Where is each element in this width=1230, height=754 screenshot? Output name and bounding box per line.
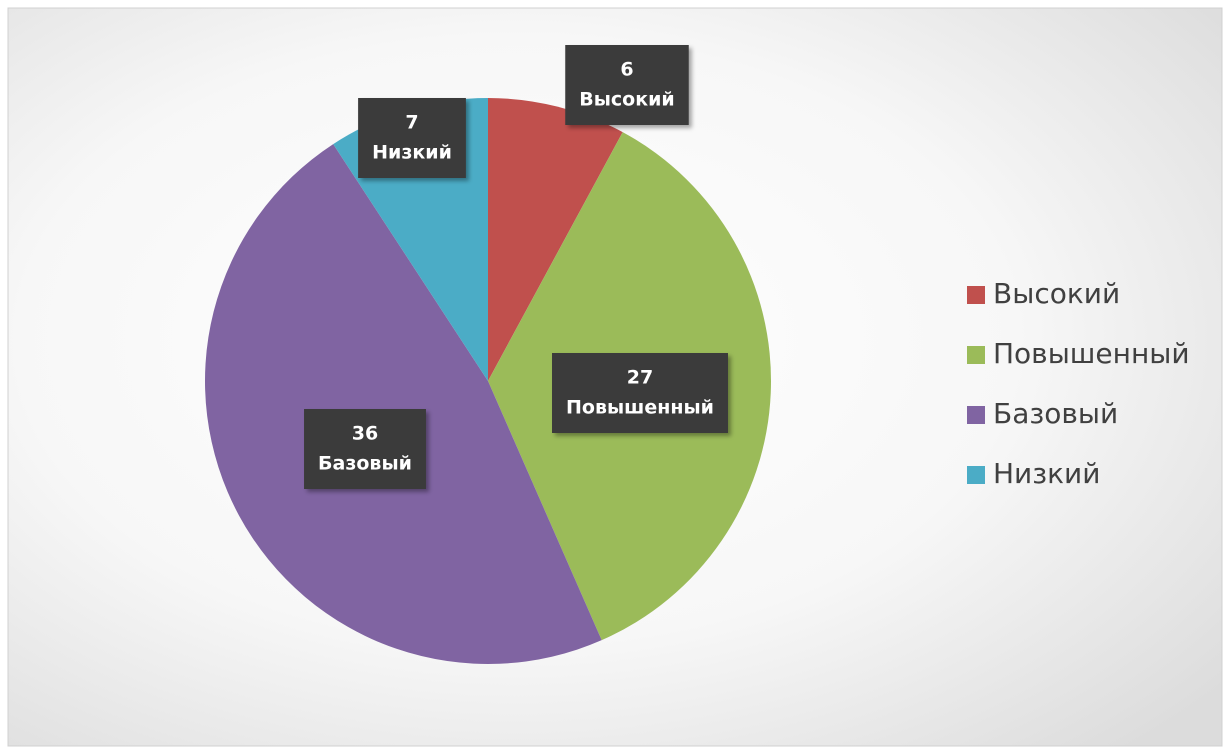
data-label-category: Высокий [579, 89, 675, 111]
legend-swatch [967, 466, 985, 484]
legend-label: Повышенный [993, 337, 1190, 370]
data-label-box [358, 98, 466, 178]
legend-label: Низкий [993, 457, 1100, 490]
data-label: 7 Низкий [358, 98, 466, 178]
data-label-box [304, 409, 426, 489]
legend: Высокий Повышенный Базовый Низкий [967, 277, 1190, 490]
data-label-category: Низкий [372, 142, 452, 164]
data-label-value: 6 [620, 59, 633, 81]
data-label-category: Базовый [318, 453, 412, 475]
data-label-category: Повышенный [566, 397, 714, 419]
data-label: 6 Высокий [565, 45, 689, 125]
data-label-value: 27 [627, 367, 653, 389]
data-label: 36 Базовый [304, 409, 426, 489]
data-label-value: 36 [352, 423, 378, 445]
data-label-box [552, 353, 728, 433]
data-label: 27 Повышенный [552, 353, 728, 433]
data-labels: 6 Высокий 27 Повышенный 36 Базовый 7 Низкий [304, 45, 728, 489]
legend-swatch [967, 406, 985, 424]
legend-label: Базовый [993, 397, 1118, 430]
data-label-box [565, 45, 689, 125]
legend-swatch [967, 346, 985, 364]
pie-slice [488, 98, 623, 381]
legend-swatch [967, 286, 985, 304]
pie-slice [204, 144, 602, 665]
legend-label: Высокий [993, 277, 1120, 310]
data-label-value: 7 [405, 112, 418, 134]
